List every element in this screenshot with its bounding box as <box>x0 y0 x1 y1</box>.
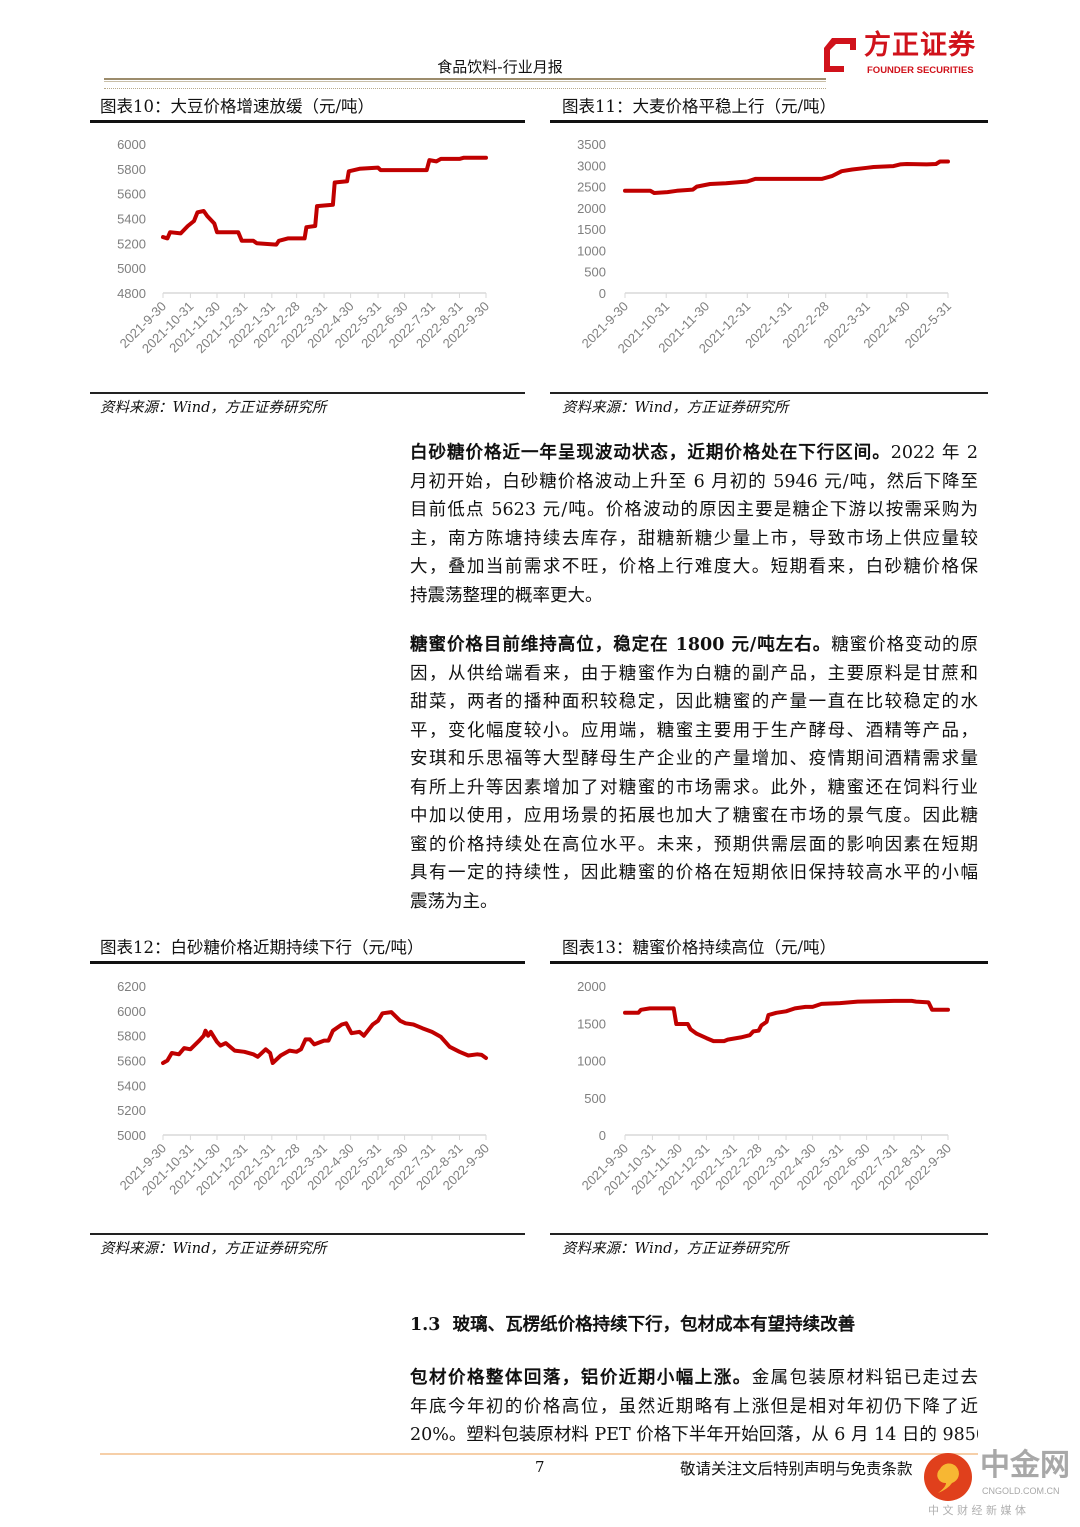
paragraph-line: 平，变化幅度较小。应用端，糖蜜主要用于生产酵母、酒精等产品， <box>410 720 978 741</box>
paragraph-text: 2022 年 2 <box>890 443 978 463</box>
y-tick-label: 6000 <box>117 137 146 152</box>
paragraph-line: 目前低点 5623 元/吨。价格波动的原因主要是糖企下游以按需采购为 <box>410 500 978 520</box>
y-tick-label: 3000 <box>577 158 606 173</box>
paragraph-line: 糖蜜价格目前维持高位，稳定在 1800 元/吨左右。糖蜜价格变动的原 <box>410 631 978 660</box>
y-tick-label: 5000 <box>117 261 146 276</box>
y-tick-label: 1000 <box>577 243 606 258</box>
y-tick-label: 1500 <box>577 1016 606 1031</box>
watermark-text-cn: 中金网 <box>980 1448 1070 1483</box>
paragraph-line: 中加以使用，应用场景的拓展也加大了糖蜜在市场的景气度。因此糖 <box>410 806 978 826</box>
paragraph-lead: 白砂糖价格近一年呈现波动状态，近期价格处在下行区间。 <box>410 443 891 463</box>
paragraph-line: 20%。塑料包装原材料 PET 价格下半年开始回落，从 6 月 14 日的 98… <box>410 1425 978 1445</box>
figure-11-chart: 05001000150020002500300035002021-9-30202… <box>577 137 954 356</box>
figure-13-source: 资料来源：Wind，方正证券研究所 <box>562 1241 789 1257</box>
y-tick-label: 5800 <box>117 162 146 177</box>
figure-10-title: 图表10：大豆价格增速放缓（元/吨） <box>100 97 375 116</box>
y-tick-label: 0 <box>599 1128 606 1143</box>
y-tick-label: 4800 <box>117 286 146 301</box>
y-tick-label: 1500 <box>577 222 606 237</box>
paragraph-line: 包材价格整体回落，铝价近期小幅上涨。金属包装原材料铝已走过去 <box>410 1364 978 1393</box>
y-tick-label: 0 <box>599 286 606 301</box>
paragraph-line: 甜菜，两者的播种面积较稳定，因此糖蜜的产量一直在比较稳定的水 <box>410 692 978 712</box>
paragraph-lead: 糖蜜价格目前维持高位，稳定在 1800 元/吨左右。 <box>410 635 832 655</box>
logo-mark-icon <box>824 38 856 72</box>
header-divider <box>104 78 826 82</box>
paragraph-line: 震荡为主。 <box>410 891 498 912</box>
figure-10-source: 资料来源：Wind，方正证券研究所 <box>100 400 327 416</box>
paragraph-line: 白砂糖价格近一年呈现波动状态，近期价格处在下行区间。2022 年 2 <box>410 439 978 468</box>
y-tick-label: 5600 <box>117 187 146 202</box>
y-tick-label: 5400 <box>117 212 146 227</box>
figure-11-bottom-rule <box>550 392 988 394</box>
figure-12-title: 图表12：白砂糖价格近期持续下行（元/吨） <box>100 938 424 957</box>
figure-12-chart: 50005200540056005800600062002021-9-30202… <box>117 979 493 1198</box>
founder-securities-logo: 方正证券 FOUNDER SECURITIES <box>820 32 980 80</box>
paragraph-lead: 包材价格整体回落，铝价近期小幅上涨。 <box>410 1368 752 1388</box>
y-tick-label: 2000 <box>577 201 606 216</box>
logo-text-en: FOUNDER SECURITIES <box>867 65 974 76</box>
figure-13-chart: 05001000150020002021-9-302021-10-312021-… <box>577 979 954 1198</box>
price-series-line <box>161 155 488 247</box>
paragraph-molasses: 糖蜜价格目前维持高位，稳定在 1800 元/吨左右。糖蜜价格变动的原因，从供给端… <box>410 631 978 916</box>
figure-13-top-rule <box>550 961 988 964</box>
y-tick-label: 6000 <box>117 1004 146 1019</box>
figure-12-bottom-rule <box>90 1233 525 1235</box>
y-tick-label: 6200 <box>117 979 146 994</box>
y-tick-label: 2500 <box>577 180 606 195</box>
cngold-logo-icon <box>924 1453 972 1501</box>
y-tick-label: 3500 <box>577 137 606 152</box>
page-number: 7 <box>535 1458 545 1476</box>
price-series-line <box>161 1010 488 1065</box>
disclaimer-note: 敬请关注文后特别声明与免责条款 <box>680 1460 913 1478</box>
paragraph-line: 年底今年初的价格高位，虽然近期略有上涨但是相对年初仍下降了近 <box>410 1396 978 1417</box>
paragraph-text: 糖蜜价格变动的原 <box>831 635 978 655</box>
figure-13-bottom-rule <box>550 1233 988 1235</box>
paragraph-line: 因，从供给端看来，由于糖蜜作为白糖的副产品，主要原料是甘蔗和 <box>410 663 978 684</box>
paragraph-line: 持震荡整理的概率更大。 <box>410 585 603 606</box>
y-tick-label: 5200 <box>117 236 146 251</box>
paragraph-line: 主，南方陈塘持续去库存，甜糖新糖少量上市，导致市场上供应量较 <box>410 528 978 549</box>
paragraph-text: 金属包装原材料铝已走过去 <box>751 1368 978 1388</box>
y-tick-label: 5600 <box>117 1054 146 1069</box>
paragraph-line: 大，叠加当前需求不旺，价格上行难度大。短期看来，白砂糖价格保 <box>410 557 978 577</box>
report-header-title: 食品饮料-行业月报 <box>437 58 563 76</box>
price-series-line <box>623 159 950 195</box>
y-tick-label: 2000 <box>577 979 606 994</box>
figure-11-top-rule <box>550 120 988 123</box>
figure-12-source: 资料来源：Wind，方正证券研究所 <box>100 1241 327 1257</box>
y-tick-label: 5200 <box>117 1103 146 1118</box>
figure-10-bottom-rule <box>90 392 525 394</box>
figure-11-source: 资料来源：Wind，方正证券研究所 <box>562 400 789 416</box>
paragraph-line: 具有一定的持续性，因此糖蜜的价格在短期依旧保持较高水平的小幅 <box>410 863 978 883</box>
y-tick-label: 5000 <box>117 1128 146 1143</box>
paragraph-line: 安琪和乐思福等大型酵母生产企业的产量增加、疫情期间酒精需求量 <box>410 749 978 769</box>
figure-12-top-rule <box>90 961 525 964</box>
section-heading: 1.3 玻璃、瓦楞纸价格持续下行，包材成本有望持续改善 <box>410 1315 856 1335</box>
price-series-line <box>623 998 950 1044</box>
figure-10-top-rule <box>90 120 525 123</box>
paragraph-line: 有所上升等因素增加了对糖蜜的市场需求。此外，糖蜜还在饲料行业 <box>410 777 978 798</box>
paragraph-line: 蜜的价格持续处在高位水平。未来，预期供需层面的影响因素在短期 <box>410 834 978 855</box>
figure-13-title: 图表13：糖蜜价格持续高位（元/吨） <box>562 938 837 957</box>
paragraph-white-sugar: 白砂糖价格近一年呈现波动状态，近期价格处在下行区间。2022 年 2 月初开始，白… <box>410 439 978 610</box>
y-tick-label: 1000 <box>577 1054 606 1069</box>
y-tick-label: 5400 <box>117 1078 146 1093</box>
header-dotted-divider <box>104 88 826 89</box>
paragraph-packaging: 包材价格整体回落，铝价近期小幅上涨。金属包装原材料铝已走过去年底今年初的价格高位… <box>410 1364 978 1450</box>
logo-text-cn: 方正证券 <box>864 30 976 61</box>
y-tick-label: 500 <box>584 1091 606 1106</box>
y-tick-label: 5800 <box>117 1029 146 1044</box>
cngold-watermark: 中金网 CNGOLD.COM.CN 中 文 财 经 新 媒 体 <box>920 1450 1080 1522</box>
y-tick-label: 500 <box>584 265 606 280</box>
figure-11-title: 图表11：大麦价格平稳上行（元/吨） <box>562 97 837 116</box>
watermark-text-en: CNGOLD.COM.CN <box>982 1486 1060 1496</box>
watermark-subtitle: 中 文 财 经 新 媒 体 <box>928 1504 1026 1517</box>
footer-divider <box>100 1453 978 1455</box>
figure-10-chart: 48005000520054005600580060002021-9-30202… <box>117 137 493 356</box>
paragraph-line: 月初开始，白砂糖价格波动上升至 6 月初的 5946 元/吨，然后下降至 <box>410 471 978 492</box>
